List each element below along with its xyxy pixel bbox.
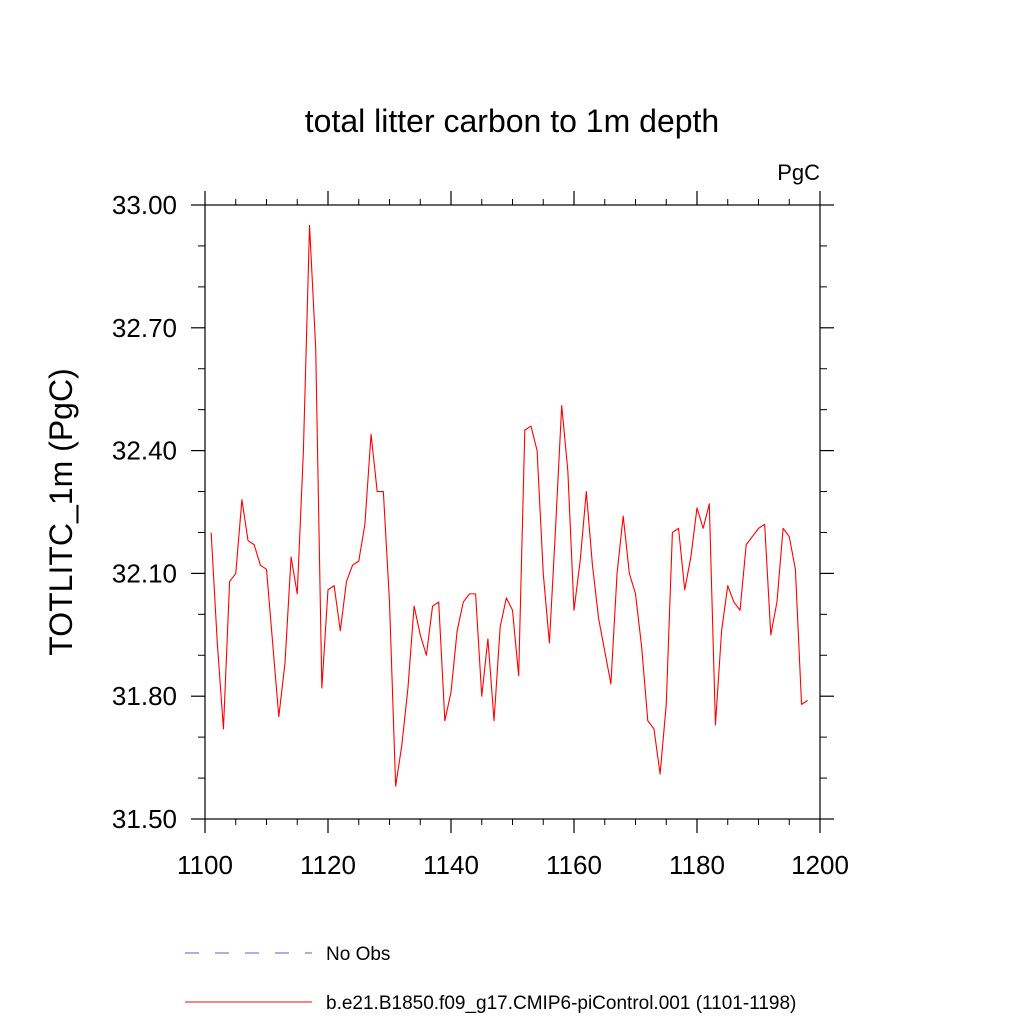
x-tick-label: 1180 [669, 850, 725, 880]
y-tick-label: 32.10 [112, 558, 177, 588]
units-label: PgC [777, 160, 820, 185]
y-tick-label: 32.40 [112, 436, 177, 466]
x-tick-label: 1160 [546, 850, 602, 880]
x-tick-label: 1100 [177, 850, 233, 880]
y-tick-label: 31.80 [112, 681, 177, 711]
y-tick-label: 31.50 [112, 804, 177, 834]
x-tick-label: 1140 [423, 850, 479, 880]
x-tick-label: 1120 [300, 850, 356, 880]
y-axis-ticks: 31.50 31.80 32.10 32.40 32.70 33.00 [112, 190, 834, 834]
legend-label: No Obs [326, 944, 390, 965]
x-tick-label: 1200 [791, 850, 849, 880]
plot-frame [204, 204, 821, 820]
y-tick-label: 33.00 [112, 190, 177, 220]
y-tick-label: 32.70 [112, 313, 177, 343]
x-axis-ticks: 1100 1120 1140 1160 1180 1200 [177, 191, 849, 880]
y-axis-label: TOTLITC_1m (PgC) [43, 368, 79, 655]
chart-title: total litter carbon to 1m depth [305, 103, 719, 139]
legend: No Obs b.e21.B1850.f09_g17.CMIP6-piContro… [185, 944, 796, 1014]
series-layer [210, 224, 809, 787]
series-line [210, 224, 809, 787]
legend-label: b.e21.B1850.f09_g17.CMIP6-piControl.001 … [326, 993, 796, 1014]
